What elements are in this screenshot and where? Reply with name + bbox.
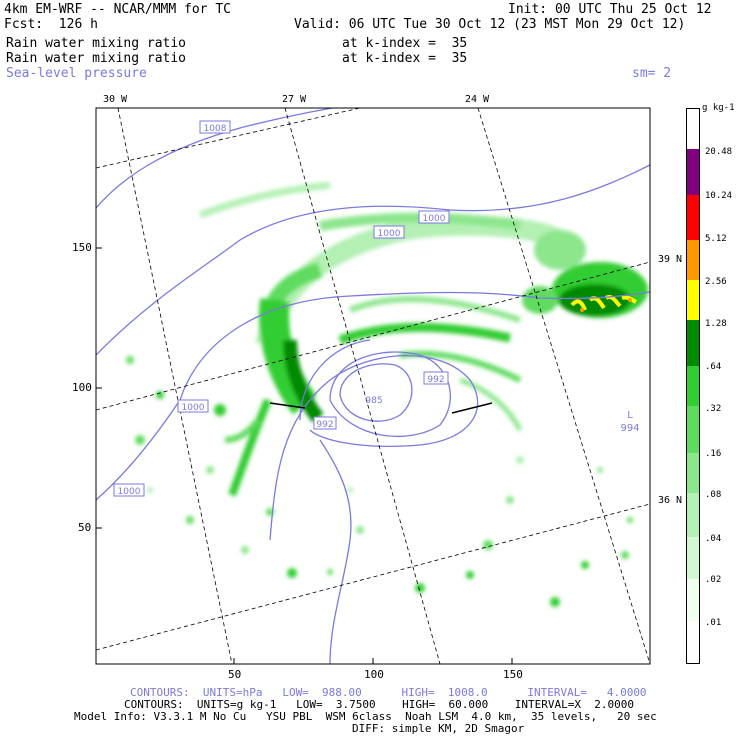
map-frame bbox=[95, 107, 651, 665]
y-tick-50: 50 bbox=[78, 521, 92, 534]
contour-label: 1000 bbox=[182, 403, 205, 413]
contour-label: 1000 bbox=[378, 229, 401, 239]
colorbar-label: 5.12 bbox=[705, 234, 727, 244]
x-tick-50: 50 bbox=[228, 668, 242, 681]
pressure-contours bbox=[96, 108, 650, 664]
lon-label-27w: 27 W bbox=[282, 94, 307, 105]
colorbar-label: .04 bbox=[705, 534, 722, 544]
lon-label-24w: 24 W bbox=[465, 94, 490, 105]
colorbar-swatch bbox=[687, 579, 699, 621]
colorbar-swatch bbox=[687, 366, 699, 406]
lat-lon-grid bbox=[96, 108, 650, 664]
low-pressure-marker: L bbox=[627, 410, 633, 421]
colorbar-label: .02 bbox=[705, 575, 722, 585]
field-level-1: at k-index = 35 bbox=[342, 36, 468, 51]
y-tick-100: 100 bbox=[72, 381, 92, 394]
lat-label-39n: 39 N bbox=[658, 254, 683, 265]
contour-label: 1000 bbox=[423, 214, 446, 224]
forecast-hour: Fcst: 126 h bbox=[4, 17, 98, 32]
contour-label: 992 bbox=[427, 375, 444, 385]
field-label-2: Rain water mixing ratio bbox=[6, 51, 187, 66]
diff-info: DIFF: simple KM, 2D Smagor bbox=[352, 722, 525, 735]
rain-field bbox=[126, 181, 648, 607]
colorbar-label: .16 bbox=[705, 449, 722, 459]
axis-ticks bbox=[96, 247, 513, 664]
colorbar-swatch bbox=[687, 195, 699, 240]
colorbar-swatch bbox=[687, 240, 699, 280]
field-label-1: Rain water mixing ratio bbox=[6, 36, 187, 51]
lat-label-36n: 36 N bbox=[658, 495, 683, 506]
colorbar-label: .32 bbox=[705, 404, 722, 414]
x-tick-100: 100 bbox=[364, 668, 384, 681]
low-pressure-value: 994 bbox=[620, 423, 639, 434]
track-segments bbox=[269, 402, 493, 414]
colorbar-swatch bbox=[687, 493, 699, 537]
contour-label: 1000 bbox=[118, 487, 141, 497]
colorbar-swatch bbox=[687, 537, 699, 579]
model-title: 4km EM-WRF -- NCAR/MMM for TC bbox=[4, 2, 231, 17]
y-tick-150: 150 bbox=[72, 241, 92, 254]
lon-label-30w: 30 W bbox=[103, 94, 128, 105]
colorbar-label: .08 bbox=[705, 490, 722, 500]
x-tick-150: 150 bbox=[503, 668, 523, 681]
init-time: Init: 00 UTC Thu 25 Oct 12 bbox=[508, 2, 712, 17]
contour-label: 992 bbox=[316, 420, 333, 430]
valid-time: Valid: 06 UTC Tue 30 Oct 12 (23 MST Mon … bbox=[294, 17, 686, 32]
contours-info-rain: CONTOURS: UNITS=g kg-1 LOW= 3.7500 HIGH=… bbox=[124, 698, 634, 711]
colorbar-label: .01 bbox=[705, 618, 722, 628]
colorbar-unit: g kg-1 bbox=[702, 103, 735, 113]
smoothing-label: sm= 2 bbox=[632, 66, 672, 81]
colorbar-swatch bbox=[687, 406, 699, 453]
model-info: Model Info: V3.3.1 M No Cu YSU PBL WSM 6… bbox=[74, 710, 657, 723]
colorbar-swatch bbox=[687, 320, 699, 366]
colorbar-label: 1.28 bbox=[705, 319, 727, 329]
colorbar-label: .64 bbox=[705, 362, 722, 372]
contour-label-boxes: 1008 1000 1000 1000 1000 992 985 992 L 9… bbox=[113, 120, 640, 497]
colorbar bbox=[686, 108, 700, 664]
colorbar-swatch bbox=[687, 453, 699, 493]
contours-info-pressure: CONTOURS: UNITS=hPa LOW= 988.00 HIGH= 10… bbox=[130, 686, 647, 699]
contour-label: 985 bbox=[365, 396, 382, 406]
contour-label: 1008 bbox=[204, 124, 227, 134]
colorbar-label: 20.48 bbox=[705, 147, 733, 157]
colorbar-swatch bbox=[687, 149, 699, 195]
colorbar-label: 10.24 bbox=[705, 191, 733, 201]
field-level-2: at k-index = 35 bbox=[342, 51, 468, 66]
field-label-3: Sea-level pressure bbox=[6, 66, 147, 81]
colorbar-label: 2.56 bbox=[705, 277, 727, 287]
colorbar-swatch bbox=[687, 280, 699, 320]
